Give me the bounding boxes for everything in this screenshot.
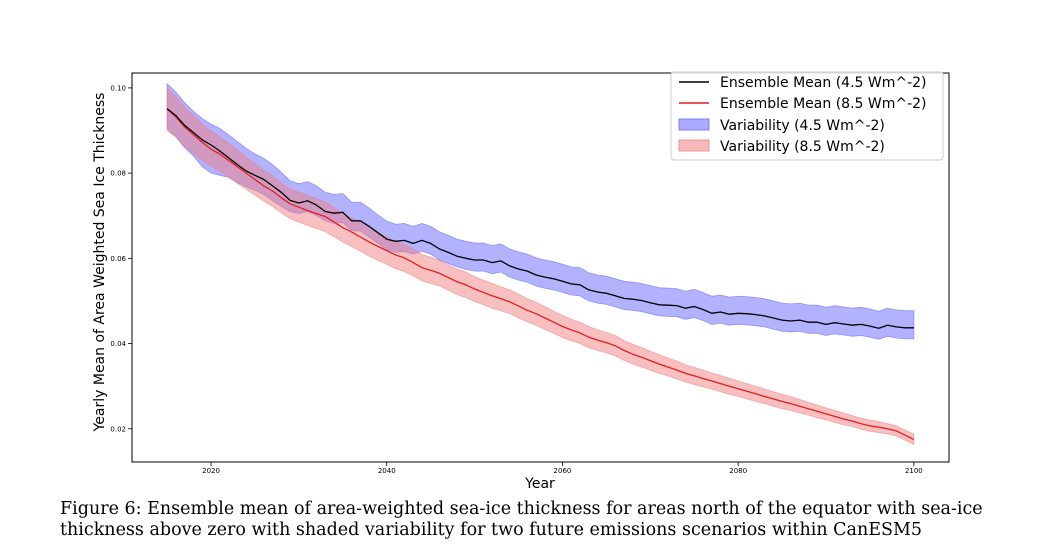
y-tick-label: 0.08 [110, 170, 126, 178]
variability-band-85 [166, 86, 915, 446]
y-tick-label: 0.06 [110, 255, 126, 263]
x-axis-ticks: 2020 2040 2060 2080 2100 [202, 462, 923, 475]
plot-area: 2020 2040 2060 2080 2100 0.02 0.04 0.06 0.08 0.1… [110, 72, 950, 475]
legend-frame [670, 71, 944, 161]
mean-line-45 [166, 108, 914, 329]
x-tick-label: 2080 [729, 467, 747, 475]
y-axis-ticks: 0.02 0.04 0.06 0.08 0.10 [110, 84, 132, 433]
legend-swatch-variability-85 [678, 139, 710, 152]
y-tick-label: 0.04 [110, 340, 126, 348]
legend-label-mean-85: Ensemble Mean (8.5 Wm^-2) [720, 96, 927, 112]
y-tick-label: 0.10 [110, 84, 126, 92]
mean-lines [166, 108, 915, 440]
mean-line-85 [166, 108, 915, 440]
legend-swatch-variability-45 [678, 118, 710, 131]
x-tick-label: 2100 [905, 467, 923, 475]
x-tick-label: 2020 [202, 467, 220, 475]
caption-line-1: Figure 6: Ensemble mean of area-weighted… [60, 499, 983, 519]
variability-bands [166, 82, 915, 446]
x-tick-label: 2040 [378, 467, 396, 475]
x-axis-label: Year [524, 476, 555, 492]
legend-label-variability-45: Variability (4.5 Wm^-2) [720, 118, 885, 134]
figure-caption: Figure 6: Ensemble mean of area-weighted… [60, 499, 1020, 541]
caption-line-2: thickness above zero with shaded variabi… [60, 520, 923, 540]
legend-label-mean-45: Ensemble Mean (4.5 Wm^-2) [720, 75, 927, 91]
y-axis-label: Yearly Mean of Area Weighted Sea Ice Thi… [92, 93, 108, 433]
legend-label-variability-85: Variability (8.5 Wm^-2) [720, 139, 885, 155]
plot-frame [131, 72, 950, 463]
x-tick-label: 2060 [554, 467, 572, 475]
y-tick-label: 0.02 [110, 425, 126, 433]
legend: Ensemble Mean (4.5 Wm^-2) Ensemble Mean … [670, 71, 944, 161]
